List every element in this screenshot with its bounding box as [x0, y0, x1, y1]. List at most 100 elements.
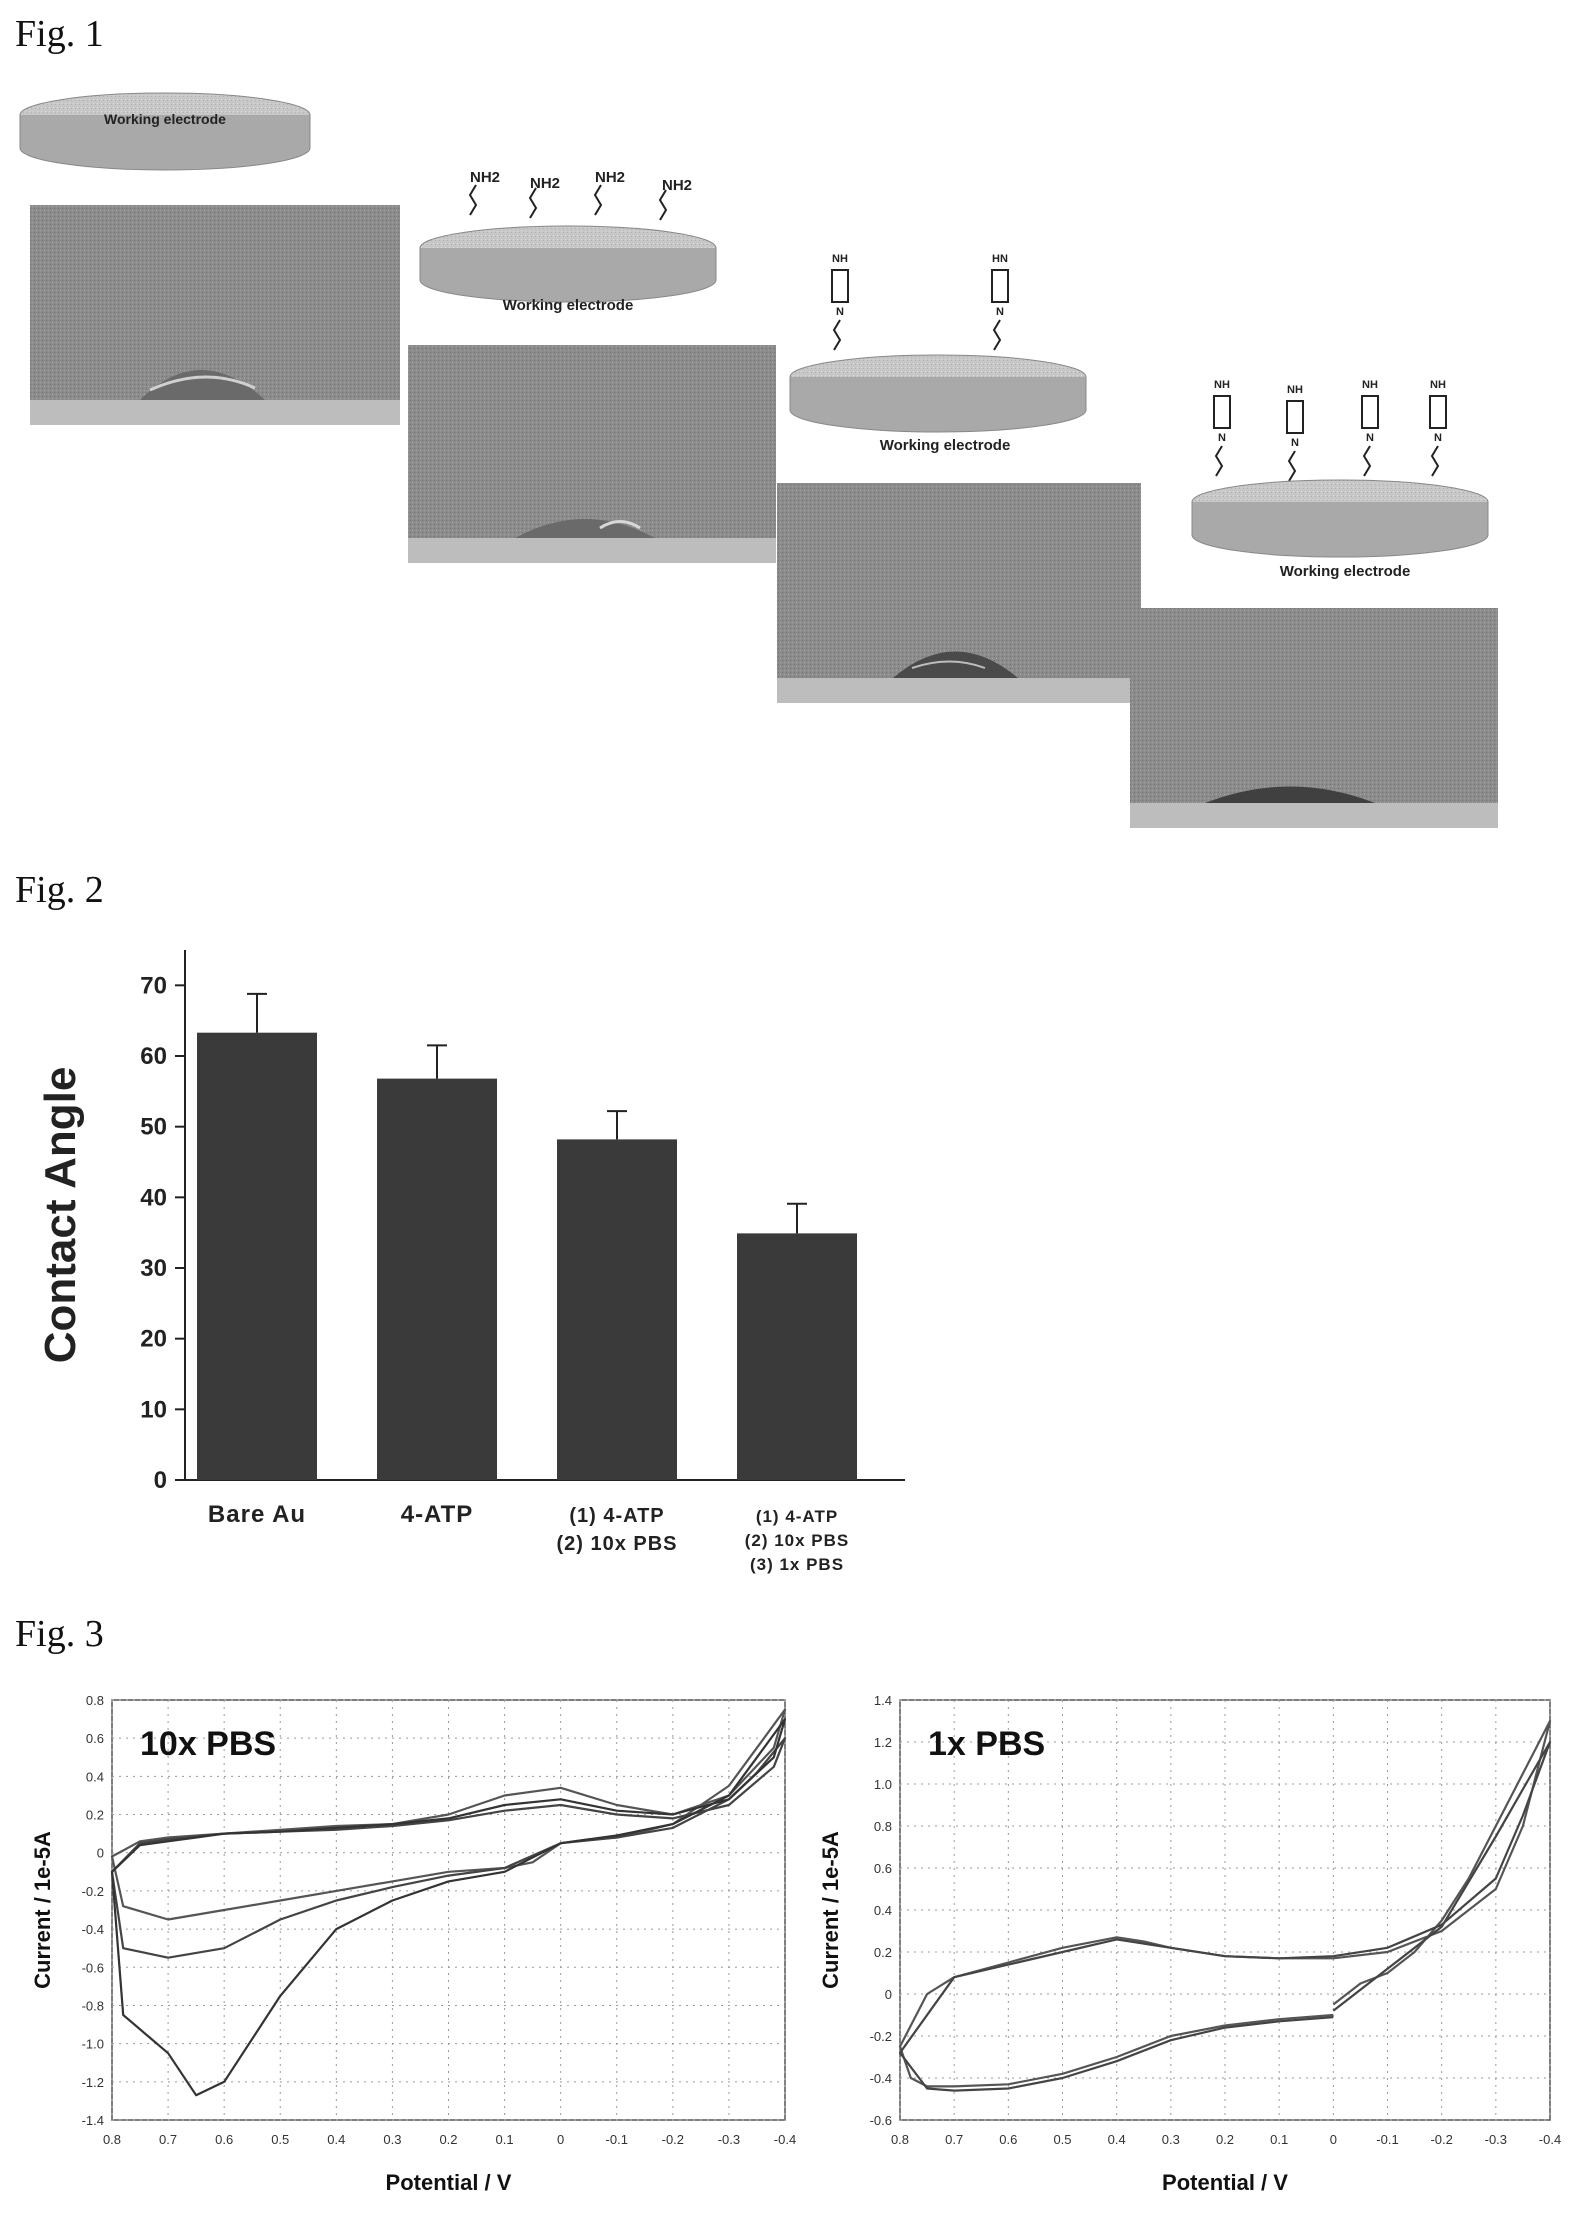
x-tick-label: -0.2	[662, 2132, 684, 2147]
x-tick-label: 0.1	[1270, 2132, 1288, 2147]
y-tick-label: -1.4	[82, 2113, 104, 2128]
x-axis-label: Potential / V	[1162, 2170, 1288, 2195]
fig2-label: Fig. 2	[15, 869, 104, 911]
y-tick-label: 0.8	[86, 1693, 104, 1708]
chart-title: 1x PBS	[928, 1725, 1045, 1763]
nh2-label: NH2	[470, 169, 500, 186]
y-tick-label: 70	[140, 972, 167, 999]
fig1-step-2: NH2 NH2 NH2 NH2 Working electrode	[408, 169, 776, 563]
amine-group: NH2	[468, 169, 500, 216]
x-tick-label: -0.4	[774, 2132, 796, 2147]
y-tick-label: 0.6	[86, 1731, 104, 1746]
y-tick-label: -0.2	[870, 2029, 892, 2044]
piperazine-ring: NH N	[1213, 379, 1231, 477]
amine-group: NH2	[658, 177, 692, 221]
x-tick-label: -0.2	[1430, 2132, 1452, 2147]
amine-groups: NH2 NH2 NH2 NH2	[468, 169, 692, 221]
y-tick-label: 30	[140, 1255, 167, 1282]
fig3-cv-chart-1x-pbs: 0.8 0.7 0.6 0.5 0.4 0.3 0.2 0.1 0 -0.1 -0.2 -0.3 -0.…	[818, 1693, 1561, 2195]
fig1-step-3: NH N HN N Working electrode	[777, 253, 1141, 703]
y-tick-label: 10	[140, 1396, 167, 1423]
fig1-step-1: Working electrode	[19, 92, 400, 425]
x-tick-label: 0	[1330, 2132, 1337, 2147]
x-tick-label: 0.5	[1053, 2132, 1071, 2147]
x-tick-label: 0.8	[103, 2132, 121, 2147]
svg-text:N: N	[1291, 437, 1299, 449]
y-tick-label: -0.6	[82, 1960, 104, 1975]
svg-text:NH: NH	[832, 253, 848, 265]
y-tick-label: 40	[140, 1184, 167, 1211]
y-tick-label: 20	[140, 1326, 167, 1353]
x-tick-label: 0.4	[327, 2132, 345, 2147]
svg-text:N: N	[1218, 432, 1226, 444]
fig3-label: Fig. 3	[15, 1613, 104, 1655]
droplet-photo	[30, 205, 400, 425]
piperazine-ring: NH N	[1361, 379, 1379, 477]
y-tick-label: 1.0	[874, 1777, 892, 1792]
y-tick-label: 0.4	[874, 1903, 892, 1918]
x-tick-label: 0.8	[891, 2132, 909, 2147]
svg-text:NH: NH	[1362, 379, 1378, 391]
piperazine-ring: NH N	[1286, 384, 1304, 482]
y-tick-label: 0.2	[874, 1945, 892, 1960]
y-tick-label: 60	[140, 1043, 167, 1070]
electrode-label: Working electrode	[1280, 563, 1411, 580]
bar	[377, 1078, 497, 1480]
cv-curve	[110, 1708, 787, 1921]
fig1-label: Fig. 1	[15, 13, 104, 55]
x-tick-label: Bare Au	[208, 1501, 306, 1528]
y-tick-label: -0.2	[82, 1884, 104, 1899]
x-tick-label: 0.3	[1162, 2132, 1180, 2147]
electrode-disc	[1191, 479, 1489, 558]
y-tick-label: -0.4	[82, 1922, 104, 1937]
y-tick-label: -0.6	[870, 2113, 892, 2128]
electrode-label: Working electrode	[503, 297, 634, 314]
svg-text:N: N	[996, 306, 1004, 318]
svg-text:HN: HN	[992, 253, 1008, 265]
x-tick-label: 0.5	[271, 2132, 289, 2147]
chart-title: 10x PBS	[140, 1725, 276, 1763]
x-tick-label: 0.3	[383, 2132, 401, 2147]
fig3-cv-chart-10x-pbs: 0.8 0.7 0.6 0.5 0.4 0.3 0.2 0.1 0 -0.1 -0.2 -0.3 -0.…	[30, 1693, 796, 2195]
y-axis-label: Current / 1e-5A	[30, 1831, 55, 1989]
droplet-photo	[777, 483, 1141, 703]
droplet-photo	[1130, 608, 1498, 828]
electrode-disc	[19, 92, 311, 171]
y-tick-label: -1.0	[82, 2037, 104, 2052]
bar	[557, 1139, 677, 1480]
svg-text:NH: NH	[1214, 379, 1230, 391]
bar	[197, 1032, 317, 1480]
fig1-diagram: Working electrode NH2 NH2 NH2	[19, 92, 1498, 828]
svg-text:NH: NH	[1430, 379, 1446, 391]
electrode-disc	[419, 225, 717, 303]
x-tick-label: 4-ATP	[401, 1501, 474, 1528]
cv-curve	[110, 1718, 787, 2097]
y-tick-label: 0	[885, 1987, 892, 2002]
x-tick-label: -0.4	[1539, 2132, 1561, 2147]
y-tick-label: 0	[154, 1467, 167, 1494]
fig2-bar-chart: 0 10 20 30 40 50 60 70 Contact Angle Bare Au 4-ATP…	[36, 950, 905, 1574]
x-tick-label: 0.7	[945, 2132, 963, 2147]
amine-group: NH2	[593, 169, 625, 216]
y-tick-label: 0.4	[86, 1769, 104, 1784]
bar	[737, 1233, 857, 1480]
x-tick-label: -0.1	[606, 2132, 628, 2147]
x-tick-label: -0.3	[1485, 2132, 1507, 2147]
x-tick-label: -0.1	[1376, 2132, 1398, 2147]
electrode-label: Working electrode	[880, 437, 1011, 454]
piperazine-ring: NH N	[1429, 379, 1447, 477]
ring-groups: NH N HN N	[831, 253, 1009, 351]
svg-text:NH: NH	[1287, 384, 1303, 396]
y-tick-label: 0.2	[86, 1808, 104, 1823]
x-tick-label: 0.2	[1216, 2132, 1234, 2147]
nh2-label: NH2	[662, 177, 692, 194]
electrode-disc	[789, 354, 1087, 433]
droplet-photo	[408, 345, 776, 563]
x-tick-label: (1) 4-ATP	[756, 1507, 838, 1526]
svg-text:N: N	[1434, 432, 1442, 444]
x-tick-label: 0.1	[496, 2132, 514, 2147]
y-axis-label: Current / 1e-5A	[818, 1831, 843, 1989]
x-tick-label: -0.3	[718, 2132, 740, 2147]
x-tick-label: (2) 10x PBS	[745, 1531, 850, 1550]
y-tick-label: 0.6	[874, 1861, 892, 1876]
